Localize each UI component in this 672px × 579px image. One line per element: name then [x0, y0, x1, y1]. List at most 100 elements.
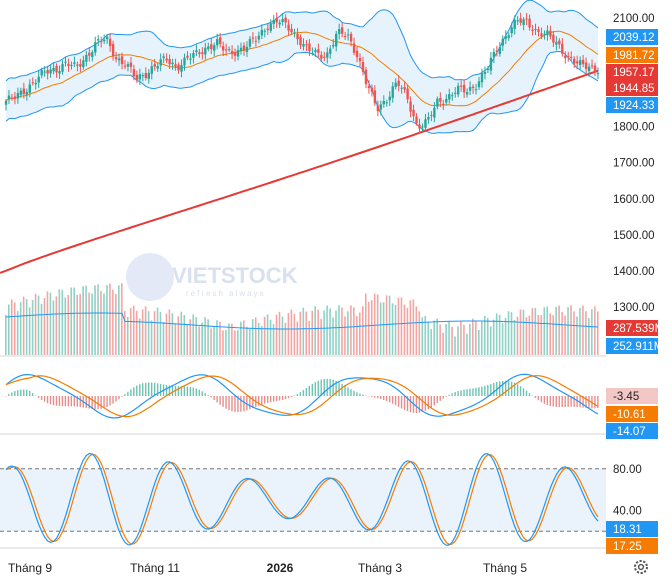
price-value-tag-box [606, 29, 658, 45]
candle-body [230, 51, 234, 55]
candle [430, 111, 433, 122]
candle [349, 31, 353, 47]
candle [19, 87, 23, 98]
macd-histogram-bar [445, 396, 447, 397]
candle [590, 59, 594, 69]
macd-histogram-bar [457, 391, 459, 396]
candle [412, 104, 415, 121]
volume-value-tag-box [606, 338, 658, 354]
macd-histogram-bar [308, 385, 311, 396]
candle-body [275, 17, 278, 23]
price-value-tag-box [606, 64, 658, 80]
volume-bar [359, 312, 361, 355]
volume-bar [549, 313, 552, 355]
volume-bar [531, 308, 534, 355]
volume-bar [106, 285, 108, 355]
candle-body [388, 96, 391, 101]
candle-body [329, 48, 332, 54]
candle [216, 33, 219, 50]
candle [111, 40, 115, 61]
watermark-logo [126, 253, 174, 301]
candle-body [183, 57, 186, 66]
candle-body [269, 23, 272, 31]
macd-value-tag: -10.61 [606, 406, 658, 422]
volume-bar [269, 319, 272, 355]
macd-histogram-bar [213, 396, 215, 400]
volume-bar [195, 317, 197, 355]
candle-body [177, 64, 180, 71]
macd-histogram-bar [37, 396, 40, 398]
candle [459, 80, 463, 92]
macd-histogram-bar [344, 385, 346, 396]
macd-histogram-bar [147, 382, 150, 396]
volume-bar [201, 322, 203, 355]
macd-histogram-bar [130, 389, 132, 396]
volume-bar [91, 293, 93, 355]
candle [144, 67, 148, 81]
candle [183, 53, 186, 71]
macd-histogram-bar [5, 396, 7, 397]
candle-body [82, 60, 85, 67]
candle-body [418, 124, 421, 129]
price-tick-label: 1400.00 [613, 266, 655, 278]
volume-bar [364, 293, 367, 355]
candle [465, 88, 469, 98]
macd-histogram-bar [64, 396, 67, 407]
macd-histogram-bar [55, 396, 58, 406]
candle [436, 96, 439, 110]
macd-value-tag-text: -10.61 [613, 409, 646, 421]
macd-histogram-bar [383, 396, 385, 400]
volume-bar [576, 316, 578, 355]
macd-histogram-bar [504, 380, 507, 396]
candle [195, 44, 198, 57]
candle-body [549, 30, 552, 37]
candle [64, 56, 67, 67]
gear-icon[interactable] [634, 560, 648, 574]
macd-histogram-bar [106, 396, 108, 408]
macd-histogram-bar [237, 396, 239, 413]
volume-bar [251, 319, 254, 355]
candle-body [436, 98, 439, 107]
candle-body [159, 59, 162, 66]
candle [439, 92, 442, 108]
macd-histogram-bar [493, 382, 495, 396]
candle-body [403, 87, 406, 90]
candle-body [117, 58, 121, 61]
macd-histogram-bar [252, 396, 254, 409]
volume-bar [293, 313, 296, 355]
candle-body [40, 70, 43, 76]
candle [85, 50, 88, 67]
candle-body [79, 64, 82, 67]
price-tick-label: 1500.00 [613, 230, 655, 242]
candle [578, 56, 582, 70]
candle [451, 92, 454, 102]
volume-bar [16, 311, 19, 355]
volume-bar [335, 310, 337, 355]
candle [421, 123, 424, 132]
candle-body [245, 46, 249, 52]
candle-body [263, 30, 267, 32]
macd-histogram-bar [219, 396, 221, 405]
candle-body [546, 30, 549, 36]
candle [337, 23, 341, 40]
candle-body [218, 37, 222, 44]
candle-body [254, 40, 258, 42]
volume-bar [159, 312, 162, 355]
candle [73, 56, 76, 68]
candle [555, 36, 558, 51]
macd-histogram-bar [192, 387, 195, 396]
volume-bar [40, 303, 43, 355]
candle-body [516, 20, 519, 22]
macd-histogram-bar [564, 396, 566, 407]
volume-bar [344, 316, 346, 355]
candle [308, 39, 311, 57]
candle-body [587, 66, 591, 72]
candle-body [575, 61, 579, 64]
volume-bar [519, 309, 522, 355]
volume-bar [112, 289, 114, 355]
macd-histogram-bar [579, 396, 581, 408]
candle [454, 87, 457, 98]
candle [272, 15, 275, 29]
candle-body [52, 67, 55, 72]
